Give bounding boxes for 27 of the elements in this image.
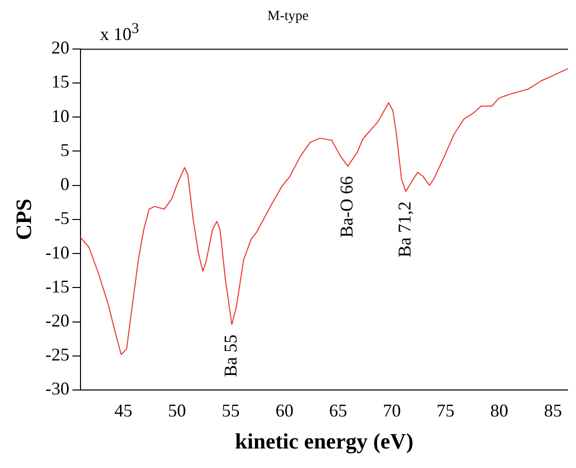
y-tick-label: -15: [45, 276, 70, 296]
annotation: Ba 55: [220, 334, 241, 377]
y-tick-label: -20: [45, 310, 70, 330]
y-tick-label: -10: [45, 242, 70, 262]
y-tick-label: 0: [60, 174, 70, 194]
x-tick-label: 85: [544, 400, 562, 421]
x-tick-label: 70: [382, 400, 401, 421]
chart-title: M-type: [267, 9, 309, 24]
y-axis-title: CPS: [10, 198, 36, 240]
annotation: Ba 71,2: [394, 201, 415, 258]
y-tick-label: 15: [51, 72, 70, 92]
x-tick-label: 45: [114, 400, 132, 421]
text: x 10$^{3}$: [100, 20, 139, 44]
y-tick-label: -25: [45, 344, 70, 365]
x-axis-title: kinetic energy (eV): [235, 428, 414, 454]
x-tick-label: 55: [222, 400, 240, 421]
y-tick-label: 5: [60, 140, 70, 160]
x-tick-label: 75: [436, 400, 455, 421]
y-tick-label: -5: [54, 208, 70, 228]
x-tick-label: 80: [490, 400, 508, 421]
x-tick-label: 60: [275, 400, 294, 421]
x-tick-label: 50: [168, 400, 186, 421]
y-tick-label: 10: [51, 106, 70, 126]
x-tick-label: 65: [329, 400, 348, 421]
y-tick-label: 20: [51, 38, 70, 58]
y-tick-label: -30: [45, 378, 70, 399]
annotation: Ba-O 66: [336, 176, 357, 238]
